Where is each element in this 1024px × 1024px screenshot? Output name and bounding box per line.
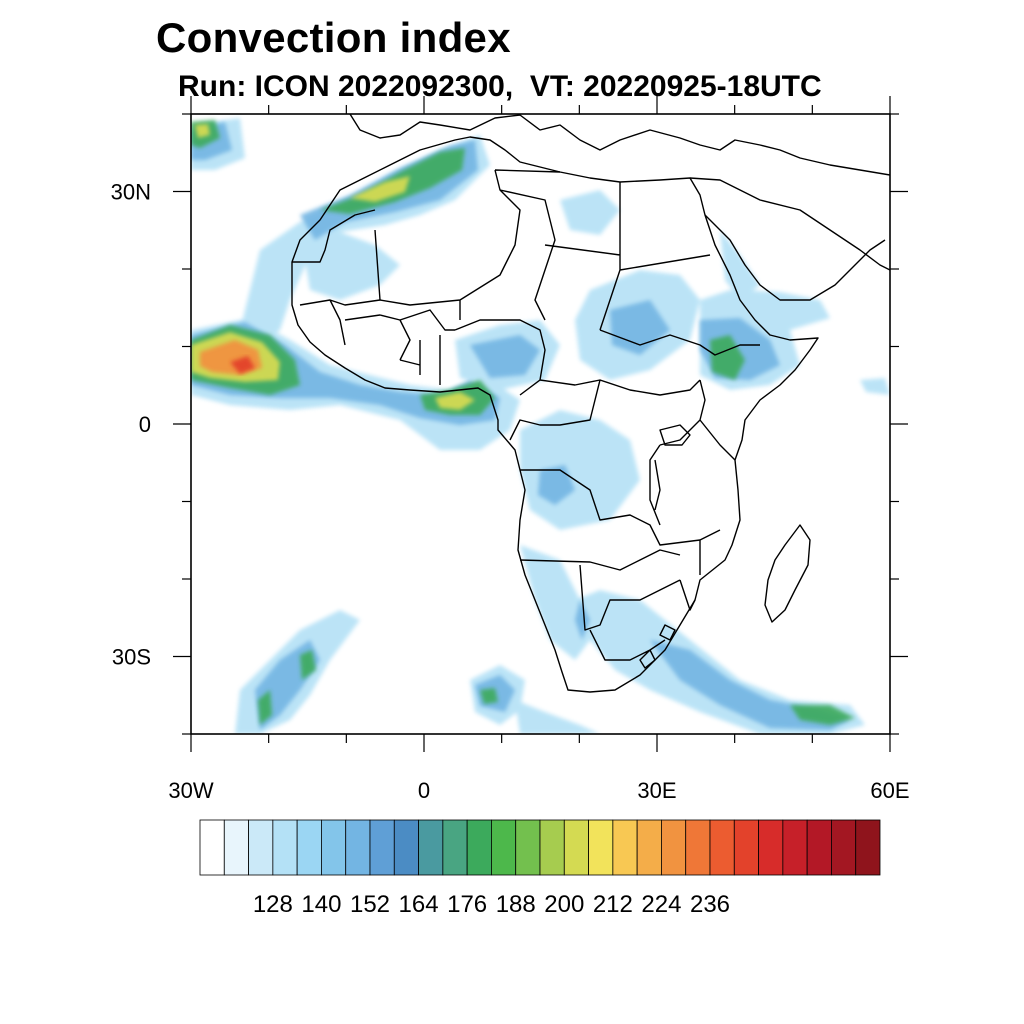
lon-tick-label: 30W bbox=[168, 778, 213, 803]
colorbar-swatch bbox=[248, 819, 274, 876]
colorbar-swatch bbox=[782, 819, 808, 876]
colorbar-label: 128 bbox=[253, 891, 293, 918]
plot-area bbox=[190, 113, 891, 735]
colorbar-label: 188 bbox=[496, 891, 536, 918]
colorbar-swatch bbox=[612, 819, 638, 876]
lon-ticks-top bbox=[190, 96, 891, 114]
colorbar-swatch bbox=[636, 819, 662, 876]
colorbar-swatch bbox=[418, 819, 444, 876]
lon-tick-label: 60E bbox=[870, 778, 909, 803]
coastlines-and-borders bbox=[291, 114, 890, 693]
lat-ticks-left bbox=[173, 113, 191, 735]
map-subtitle: Run: ICON 2022092300, VT: 20220925-18UTC bbox=[178, 70, 822, 103]
colorbar-swatch bbox=[661, 819, 687, 876]
lake-tanganyika bbox=[654, 459, 661, 511]
colorbar: 128 140 152 164 176 188 200 212 224 236 bbox=[199, 819, 881, 918]
lon-tick-labels: 30W 0 30E 60E bbox=[168, 778, 909, 803]
colorbar-swatch bbox=[345, 819, 371, 876]
colorbar-swatch bbox=[588, 819, 614, 876]
lat-tick-labels: 30N 0 30S bbox=[111, 180, 151, 670]
colorbar-swatch bbox=[321, 819, 347, 876]
lat-tick-label: 30N bbox=[111, 180, 151, 205]
colorbar-swatch bbox=[515, 819, 541, 876]
colorbar-swatch bbox=[758, 819, 784, 876]
colorbar-swatch bbox=[223, 819, 249, 876]
europe-coastline bbox=[349, 114, 890, 176]
colorbar-labels: 128 140 152 164 176 188 200 212 224 236 bbox=[253, 891, 730, 918]
colorbar-swatch bbox=[733, 819, 759, 876]
lat-ticks-right bbox=[890, 113, 908, 735]
colorbar-swatch bbox=[563, 819, 589, 876]
colorbar-swatch bbox=[393, 819, 419, 876]
country-borders-west bbox=[299, 299, 546, 396]
lake-victoria bbox=[659, 424, 691, 446]
arabia-coastline bbox=[689, 177, 890, 301]
country-borders-north bbox=[292, 169, 711, 331]
colorbar-swatch bbox=[855, 819, 881, 876]
lat-tick-label: 0 bbox=[139, 412, 151, 437]
colorbar-swatch bbox=[296, 819, 322, 876]
africa-coastline bbox=[291, 136, 819, 693]
colorbar-swatch bbox=[685, 819, 711, 876]
madagascar-coastline bbox=[764, 524, 811, 623]
colorbar-swatch bbox=[466, 819, 492, 876]
colorbar-label: 212 bbox=[593, 891, 633, 918]
colorbar-swatch bbox=[369, 819, 395, 876]
field-red bbox=[230, 356, 255, 374]
colorbar-label: 224 bbox=[641, 891, 681, 918]
colorbar-boxes bbox=[199, 819, 881, 876]
colorbar-label: 236 bbox=[690, 891, 730, 918]
lat-tick-label: 30S bbox=[112, 645, 151, 670]
colorbar-swatch bbox=[709, 819, 735, 876]
lon-tick-label: 30E bbox=[637, 778, 676, 803]
colorbar-swatch bbox=[199, 819, 225, 876]
colorbar-label: 140 bbox=[301, 891, 341, 918]
colorbar-swatch bbox=[442, 819, 468, 876]
colorbar-swatch bbox=[272, 819, 298, 876]
colorbar-swatch bbox=[539, 819, 565, 876]
colorbar-label: 200 bbox=[544, 891, 584, 918]
convection-field bbox=[191, 118, 890, 734]
lon-tick-label: 0 bbox=[418, 778, 430, 803]
colorbar-swatch bbox=[806, 819, 832, 876]
colorbar-label: 176 bbox=[447, 891, 487, 918]
colorbar-swatch bbox=[831, 819, 857, 876]
map-title: Convection index bbox=[156, 14, 511, 61]
lon-ticks-bottom bbox=[190, 734, 891, 752]
colorbar-label: 164 bbox=[399, 891, 439, 918]
colorbar-label: 152 bbox=[350, 891, 390, 918]
country-borders-south bbox=[519, 549, 696, 669]
country-borders-central bbox=[509, 329, 760, 575]
colorbar-swatch bbox=[491, 819, 517, 876]
